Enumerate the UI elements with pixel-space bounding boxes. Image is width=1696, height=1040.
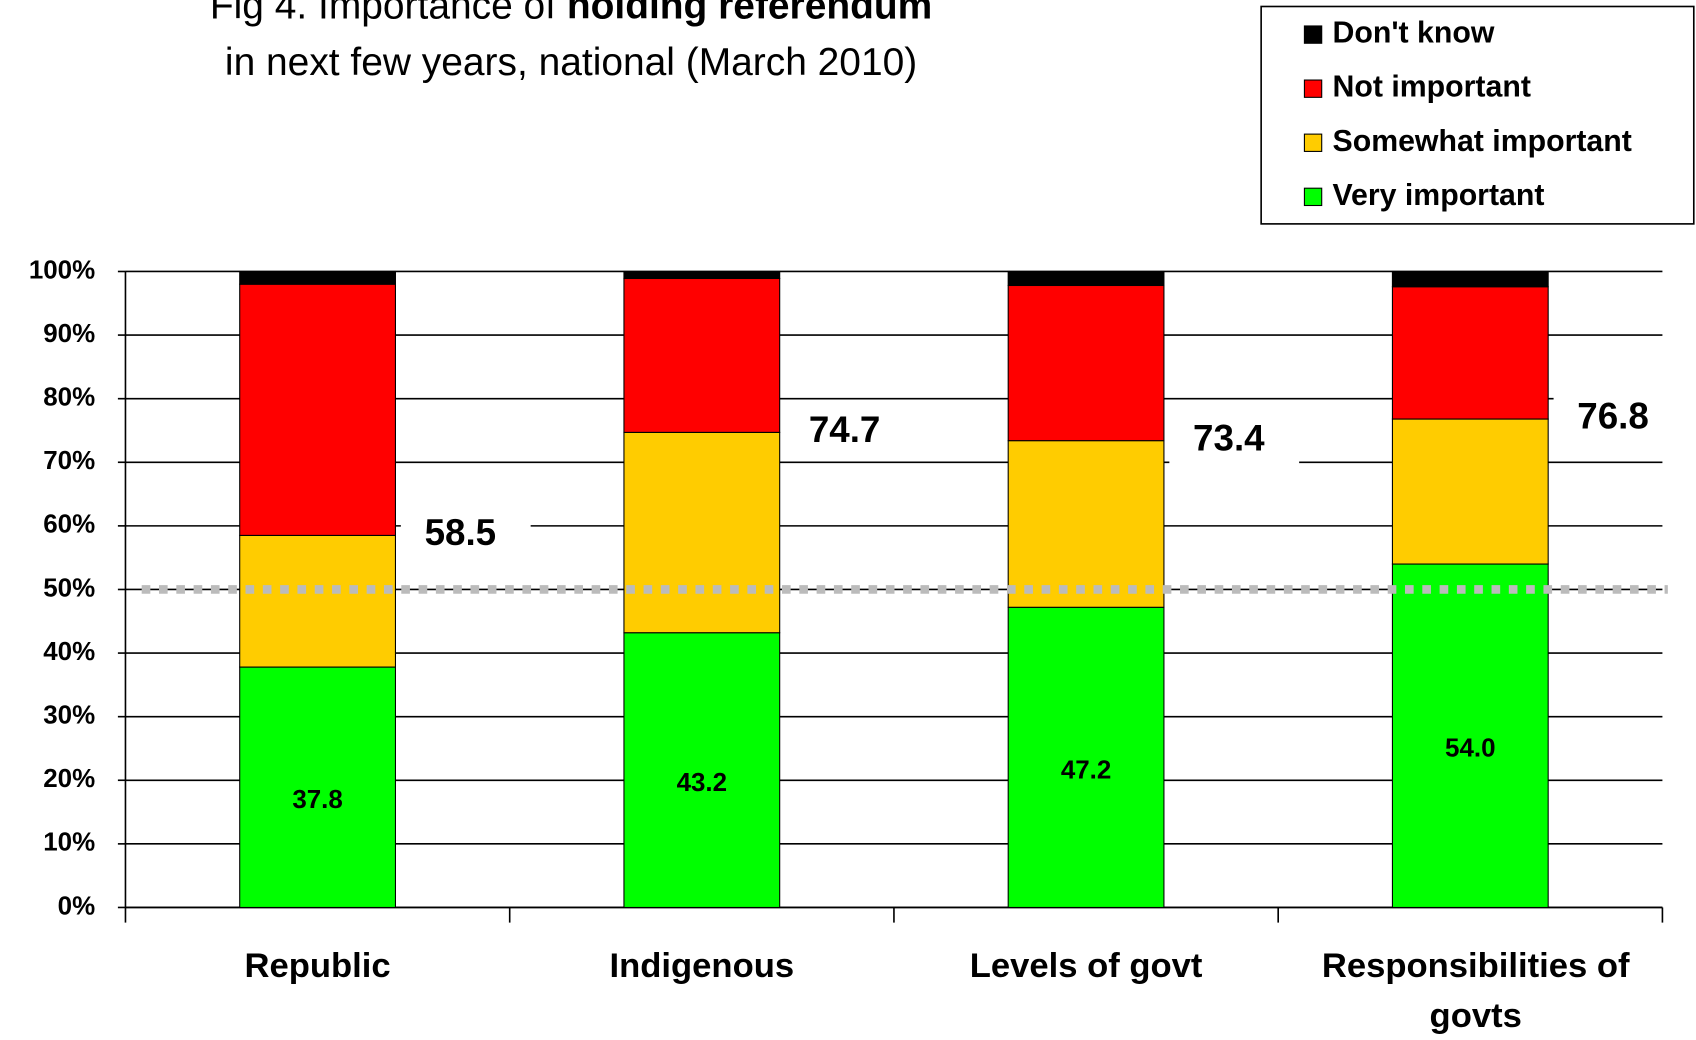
y-tick-label: 80% (43, 384, 95, 412)
bar-segment (1391, 563, 1549, 909)
label-line: govts (1430, 997, 1522, 1035)
annotation-bg (1169, 408, 1300, 469)
bar-segment (1007, 270, 1165, 287)
legend-label: Somewhat important (1333, 125, 1632, 158)
x-tick-label: Republic (245, 947, 391, 985)
title-part: holding referendum (567, 0, 932, 28)
y-tick-label: 60% (43, 511, 95, 539)
bar-segment (623, 277, 781, 433)
bar-segment (623, 270, 781, 280)
label-line: Responsibilities of (1322, 947, 1630, 985)
bar-segment (239, 270, 397, 285)
chart-subtitle: in next few years, national (March 2010) (225, 41, 917, 84)
chart-body: Fig 4. Importance of holding referendum in… (29, 0, 1695, 1035)
total-annotation: 73.4 (1193, 417, 1265, 458)
legend-swatch (1303, 79, 1323, 98)
legend-swatch (1303, 187, 1323, 207)
data-label: 47.2 (1061, 756, 1111, 784)
y-tick-label: 10% (43, 829, 95, 857)
legend-label: Don't know (1333, 17, 1495, 50)
y-tick-label: 30% (43, 702, 95, 730)
data-label: 37.8 (292, 786, 342, 814)
bar-segment (239, 283, 397, 536)
y-tick-label: 50% (43, 574, 95, 602)
bar-segment (1391, 286, 1549, 420)
total-annotation: 74.7 (809, 409, 881, 450)
y-tick-label: 20% (43, 765, 95, 793)
bar-segment (623, 431, 781, 634)
x-tick-label: Levels of govt (970, 947, 1203, 985)
y-tick-label: 40% (43, 638, 95, 666)
bar-segment (239, 534, 397, 668)
legend-swatch (1303, 133, 1323, 152)
annotation-bg (785, 399, 915, 461)
bar-segment (1391, 270, 1549, 288)
x-tick-label: Indigenous (610, 947, 795, 985)
annotation-bg (1553, 386, 1684, 448)
y-tick-label: 70% (43, 447, 95, 475)
legend-label: Not important (1333, 71, 1531, 104)
y-tick-label: 0% (58, 892, 96, 920)
bar-segment (1391, 418, 1549, 565)
annotation-bg (400, 502, 531, 564)
total-annotation: 76.8 (1577, 396, 1649, 437)
data-label: 43.2 (677, 769, 727, 797)
x-tick-label: Responsibilities of govts (1322, 947, 1630, 1035)
bar-segment (623, 632, 781, 909)
bar-segment (1007, 440, 1165, 608)
legend-box (1260, 5, 1695, 225)
bar-segment (1007, 606, 1165, 909)
total-annotation: 58.5 (425, 512, 497, 553)
title-part: Fig 4. Importance of (210, 0, 556, 28)
bar-segment (239, 666, 397, 909)
y-tick-label: 90% (43, 320, 95, 348)
chart-title: Fig 4. Importance of holding referendum (210, 0, 932, 28)
legend-label: Very important (1333, 179, 1545, 212)
y-tick-label: 100% (29, 256, 95, 284)
bar-segment (1007, 284, 1165, 442)
data-label: 54.0 (1445, 735, 1495, 763)
legend-swatch (1303, 25, 1323, 44)
